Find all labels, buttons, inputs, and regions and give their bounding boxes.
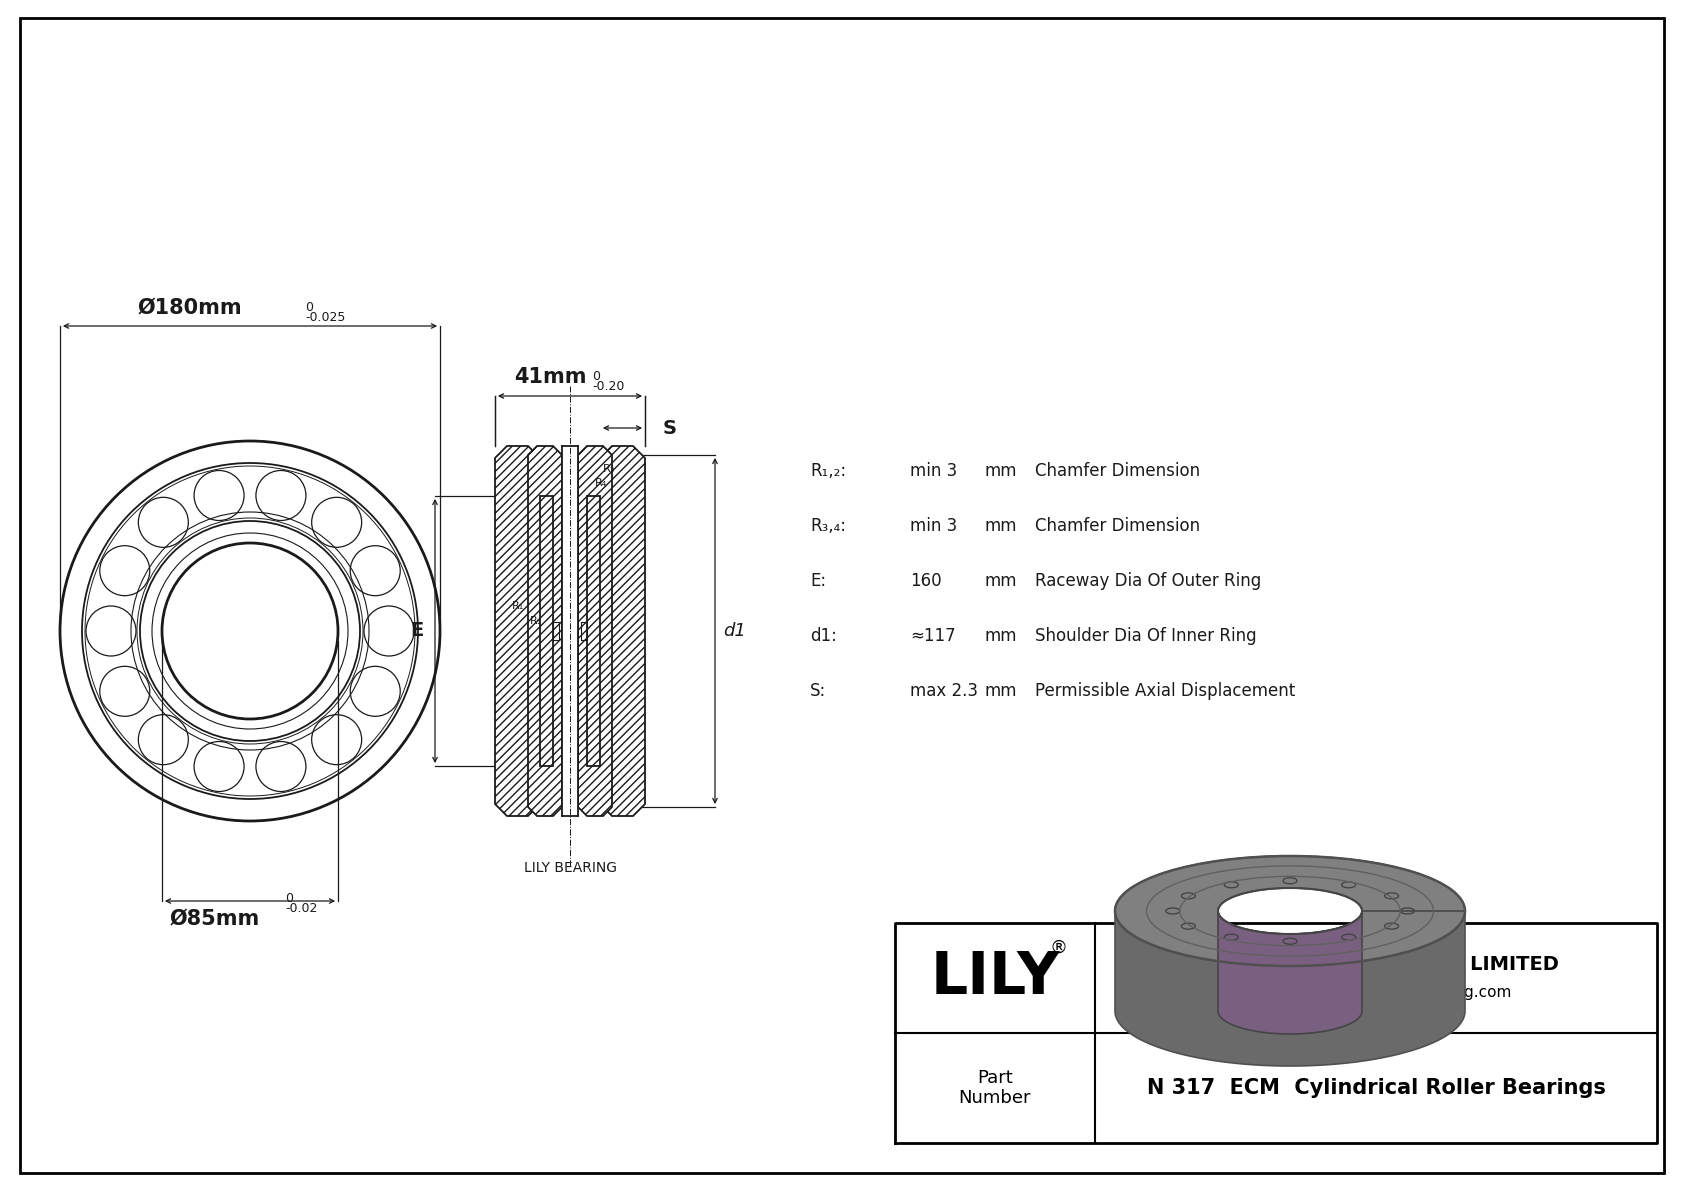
Text: mm: mm [985, 517, 1017, 535]
Text: Email: lilybearing@lily-bearing.com: Email: lilybearing@lily-bearing.com [1241, 985, 1512, 999]
Text: 0: 0 [285, 892, 293, 905]
Text: min 3: min 3 [909, 462, 957, 480]
Polygon shape [1115, 856, 1465, 966]
Text: max 2.3: max 2.3 [909, 682, 978, 700]
Text: d1: d1 [724, 622, 746, 640]
Text: ≈117: ≈117 [909, 626, 955, 646]
Text: Part
Number: Part Number [958, 1068, 1031, 1108]
Text: LILY: LILY [930, 949, 1059, 1006]
Text: Chamfer Dimension: Chamfer Dimension [1036, 517, 1201, 535]
Text: LILY BEARING: LILY BEARING [524, 861, 616, 875]
Text: 41mm: 41mm [514, 367, 586, 387]
Text: min 3: min 3 [909, 517, 957, 535]
Text: mm: mm [985, 626, 1017, 646]
Polygon shape [1218, 911, 1362, 1034]
Text: Ø85mm: Ø85mm [170, 909, 259, 929]
Text: Chamfer Dimension: Chamfer Dimension [1036, 462, 1201, 480]
Polygon shape [588, 495, 600, 766]
Text: mm: mm [985, 462, 1017, 480]
Text: R₁: R₁ [530, 616, 542, 626]
Text: -0.025: -0.025 [305, 311, 345, 324]
Polygon shape [529, 445, 562, 816]
Text: R₁: R₁ [512, 601, 524, 611]
Text: Shoulder Dia Of Inner Ring: Shoulder Dia Of Inner Ring [1036, 626, 1256, 646]
Text: ®: ® [1051, 939, 1068, 958]
Text: E: E [411, 622, 424, 641]
Text: d1:: d1: [810, 626, 837, 646]
Polygon shape [495, 445, 541, 816]
Text: Permissible Axial Displacement: Permissible Axial Displacement [1036, 682, 1295, 700]
Text: R₁,₂:: R₁,₂: [810, 462, 845, 480]
Bar [562, 445, 578, 816]
Text: S:: S: [810, 682, 827, 700]
Polygon shape [600, 445, 645, 816]
Polygon shape [541, 495, 552, 766]
Polygon shape [1115, 911, 1465, 1066]
Text: R₄: R₄ [594, 478, 608, 488]
Text: mm: mm [985, 682, 1017, 700]
Text: SHANGHAI LILY BEARING LIMITED: SHANGHAI LILY BEARING LIMITED [1192, 954, 1559, 973]
Text: mm: mm [985, 572, 1017, 590]
Text: R₃,₄:: R₃,₄: [810, 517, 845, 535]
Polygon shape [578, 445, 611, 816]
Text: -0.20: -0.20 [593, 380, 625, 393]
Text: 0: 0 [305, 301, 313, 314]
Text: -0.02: -0.02 [285, 902, 317, 915]
Text: 0: 0 [593, 370, 600, 384]
Text: Raceway Dia Of Outer Ring: Raceway Dia Of Outer Ring [1036, 572, 1261, 590]
Text: S: S [663, 418, 677, 437]
Text: E:: E: [810, 572, 827, 590]
Text: R₃: R₃ [603, 464, 615, 474]
Text: Ø180mm: Ø180mm [138, 298, 242, 318]
Text: 160: 160 [909, 572, 941, 590]
Text: N 317  ECM  Cylindrical Roller Bearings: N 317 ECM Cylindrical Roller Bearings [1147, 1078, 1605, 1098]
